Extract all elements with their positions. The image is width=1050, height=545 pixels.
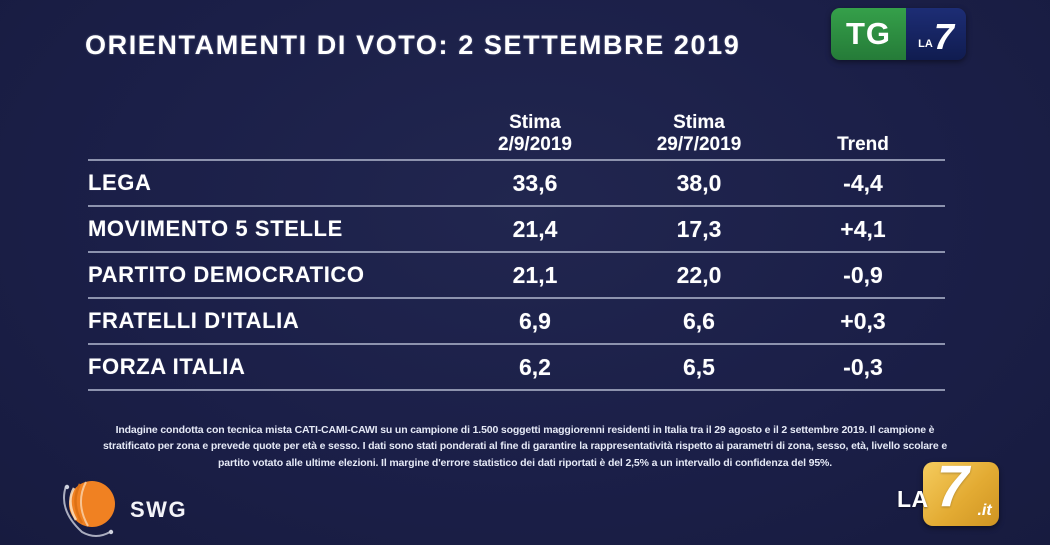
la7it-la-text: LA <box>897 485 929 512</box>
stima-current-value: 33,6 <box>512 169 558 196</box>
party-name: FRATELLI D'ITALIA <box>88 308 300 333</box>
methodology-footnote: Indagine condotta con tecnica mista CATI… <box>102 424 948 469</box>
tg-la7-logo: TG LA 7 <box>831 8 966 60</box>
trend-value: -4,4 <box>843 169 883 196</box>
table-row-fi: FORZA ITALIA 6,2 6,5 -0,3 <box>88 345 945 391</box>
trend-value: +4,1 <box>840 215 886 242</box>
la7-logo-la-text: LA <box>918 38 933 50</box>
la7it-gold-box: 7 .it <box>922 458 999 526</box>
stima-current-value: 21,1 <box>512 261 558 288</box>
swg-logo: SWG <box>56 476 187 543</box>
party-name: FORZA ITALIA <box>88 354 246 379</box>
header-party-spacer <box>88 157 453 161</box>
stima-previous-value: 38,0 <box>676 169 722 196</box>
stima-previous-value: 22,0 <box>676 261 722 288</box>
table-row-fdi: FRATELLI D'ITALIA 6,9 6,6 +0,3 <box>88 299 945 345</box>
header-stima-previous: Stima 29/7/2019 <box>617 112 781 161</box>
la7-logo-seven-text: 7 <box>933 16 954 58</box>
trend-value: -0,9 <box>843 261 883 288</box>
table-header-row: Stima 2/9/2019 Stima 29/7/2019 Trend <box>88 112 945 161</box>
header-trend-label: Trend <box>837 134 889 156</box>
stima-previous-value: 17,3 <box>676 215 722 242</box>
poll-results-table: Stima 2/9/2019 Stima 29/7/2019 Trend LEG… <box>88 112 945 391</box>
la7-it-logo: LA 7 .it <box>897 458 999 526</box>
table-row-pd: PARTITO DEMOCRATICO 21,1 22,0 -0,9 <box>88 253 945 299</box>
header-stima-current-label: Stima <box>509 112 561 133</box>
header-trend: Trend <box>781 134 945 160</box>
stima-current-value: 6,9 <box>519 307 551 334</box>
stima-current-value: 6,2 <box>519 353 551 380</box>
header-stima-current-date: 2/9/2019 <box>498 134 572 156</box>
la7it-it-text: .it <box>977 502 992 519</box>
stima-previous-value: 6,6 <box>683 307 715 334</box>
stima-current-value: 21,4 <box>512 215 558 242</box>
header-stima-current: Stima 2/9/2019 <box>453 112 617 161</box>
stima-previous-value: 6,5 <box>683 353 715 380</box>
trend-value: -0,3 <box>843 353 883 380</box>
swg-logo-text: SWG <box>130 496 188 522</box>
header-stima-previous-date: 29/7/2019 <box>656 134 742 156</box>
page-title: ORIENTAMENTI DI VOTO: 2 SETTEMBRE 2019 <box>85 30 741 60</box>
swg-globe-icon <box>56 476 124 543</box>
tg-logo-box: TG <box>831 8 906 60</box>
la7it-seven-text: 7 <box>936 454 969 519</box>
party-name: PARTITO DEMOCRATICO <box>88 262 365 287</box>
header-stima-previous-label: Stima <box>673 112 725 133</box>
trend-value: +0,3 <box>840 307 886 334</box>
tg-logo-text: TG <box>845 16 892 51</box>
la7-logo-box: LA 7 <box>906 8 966 60</box>
party-name: MOVIMENTO 5 STELLE <box>88 216 343 241</box>
party-name: LEGA <box>88 170 152 195</box>
table-row-lega: LEGA 33,6 38,0 -4,4 <box>88 161 945 207</box>
table-row-m5s: MOVIMENTO 5 STELLE 21,4 17,3 +4,1 <box>88 207 945 253</box>
